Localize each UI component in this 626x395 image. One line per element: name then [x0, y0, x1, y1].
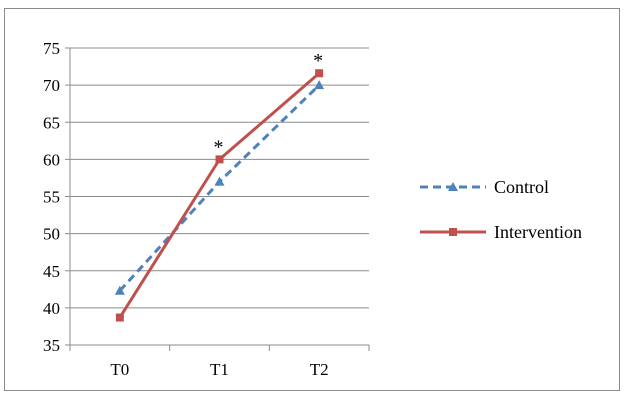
series-group	[114, 69, 325, 322]
data-point-control	[314, 80, 325, 90]
data-point-intervention	[315, 69, 324, 78]
data-point-control	[214, 176, 225, 186]
series-line-control	[118, 84, 321, 292]
y-tick-label: 55	[43, 188, 60, 207]
y-axis-ticks: 35 40 45 50 55 60 65 70 75	[43, 39, 70, 355]
x-tick-label: T1	[210, 360, 229, 379]
legend: Control Intervention	[420, 177, 582, 242]
chart-frame	[4, 8, 620, 391]
legend-label-control: Control	[494, 177, 549, 197]
y-tick-label: 70	[43, 76, 60, 95]
data-point-intervention	[215, 155, 224, 164]
x-axis-ticks: T0 T1 T2	[69, 345, 370, 379]
x-tick-label: T2	[310, 360, 329, 379]
legend-marker-intervention	[449, 228, 457, 236]
series-line-intervention	[118, 72, 321, 319]
y-tick-label: 35	[43, 336, 60, 355]
x-tick-label: T0	[110, 360, 129, 379]
y-tick-label: 65	[43, 113, 60, 132]
y-tick-label: 45	[43, 262, 60, 281]
significance-marker: *	[313, 50, 323, 72]
data-point-intervention	[115, 313, 124, 322]
significance-marker: *	[214, 136, 224, 158]
legend-label-intervention: Intervention	[494, 222, 582, 242]
y-tick-label: 60	[43, 150, 60, 169]
annotations-group: **	[214, 50, 324, 158]
y-tick-label: 75	[43, 39, 60, 58]
y-tick-label: 40	[43, 299, 60, 318]
legend-marker-control	[448, 182, 458, 191]
data-point-control	[114, 285, 125, 295]
y-tick-label: 50	[43, 225, 60, 244]
